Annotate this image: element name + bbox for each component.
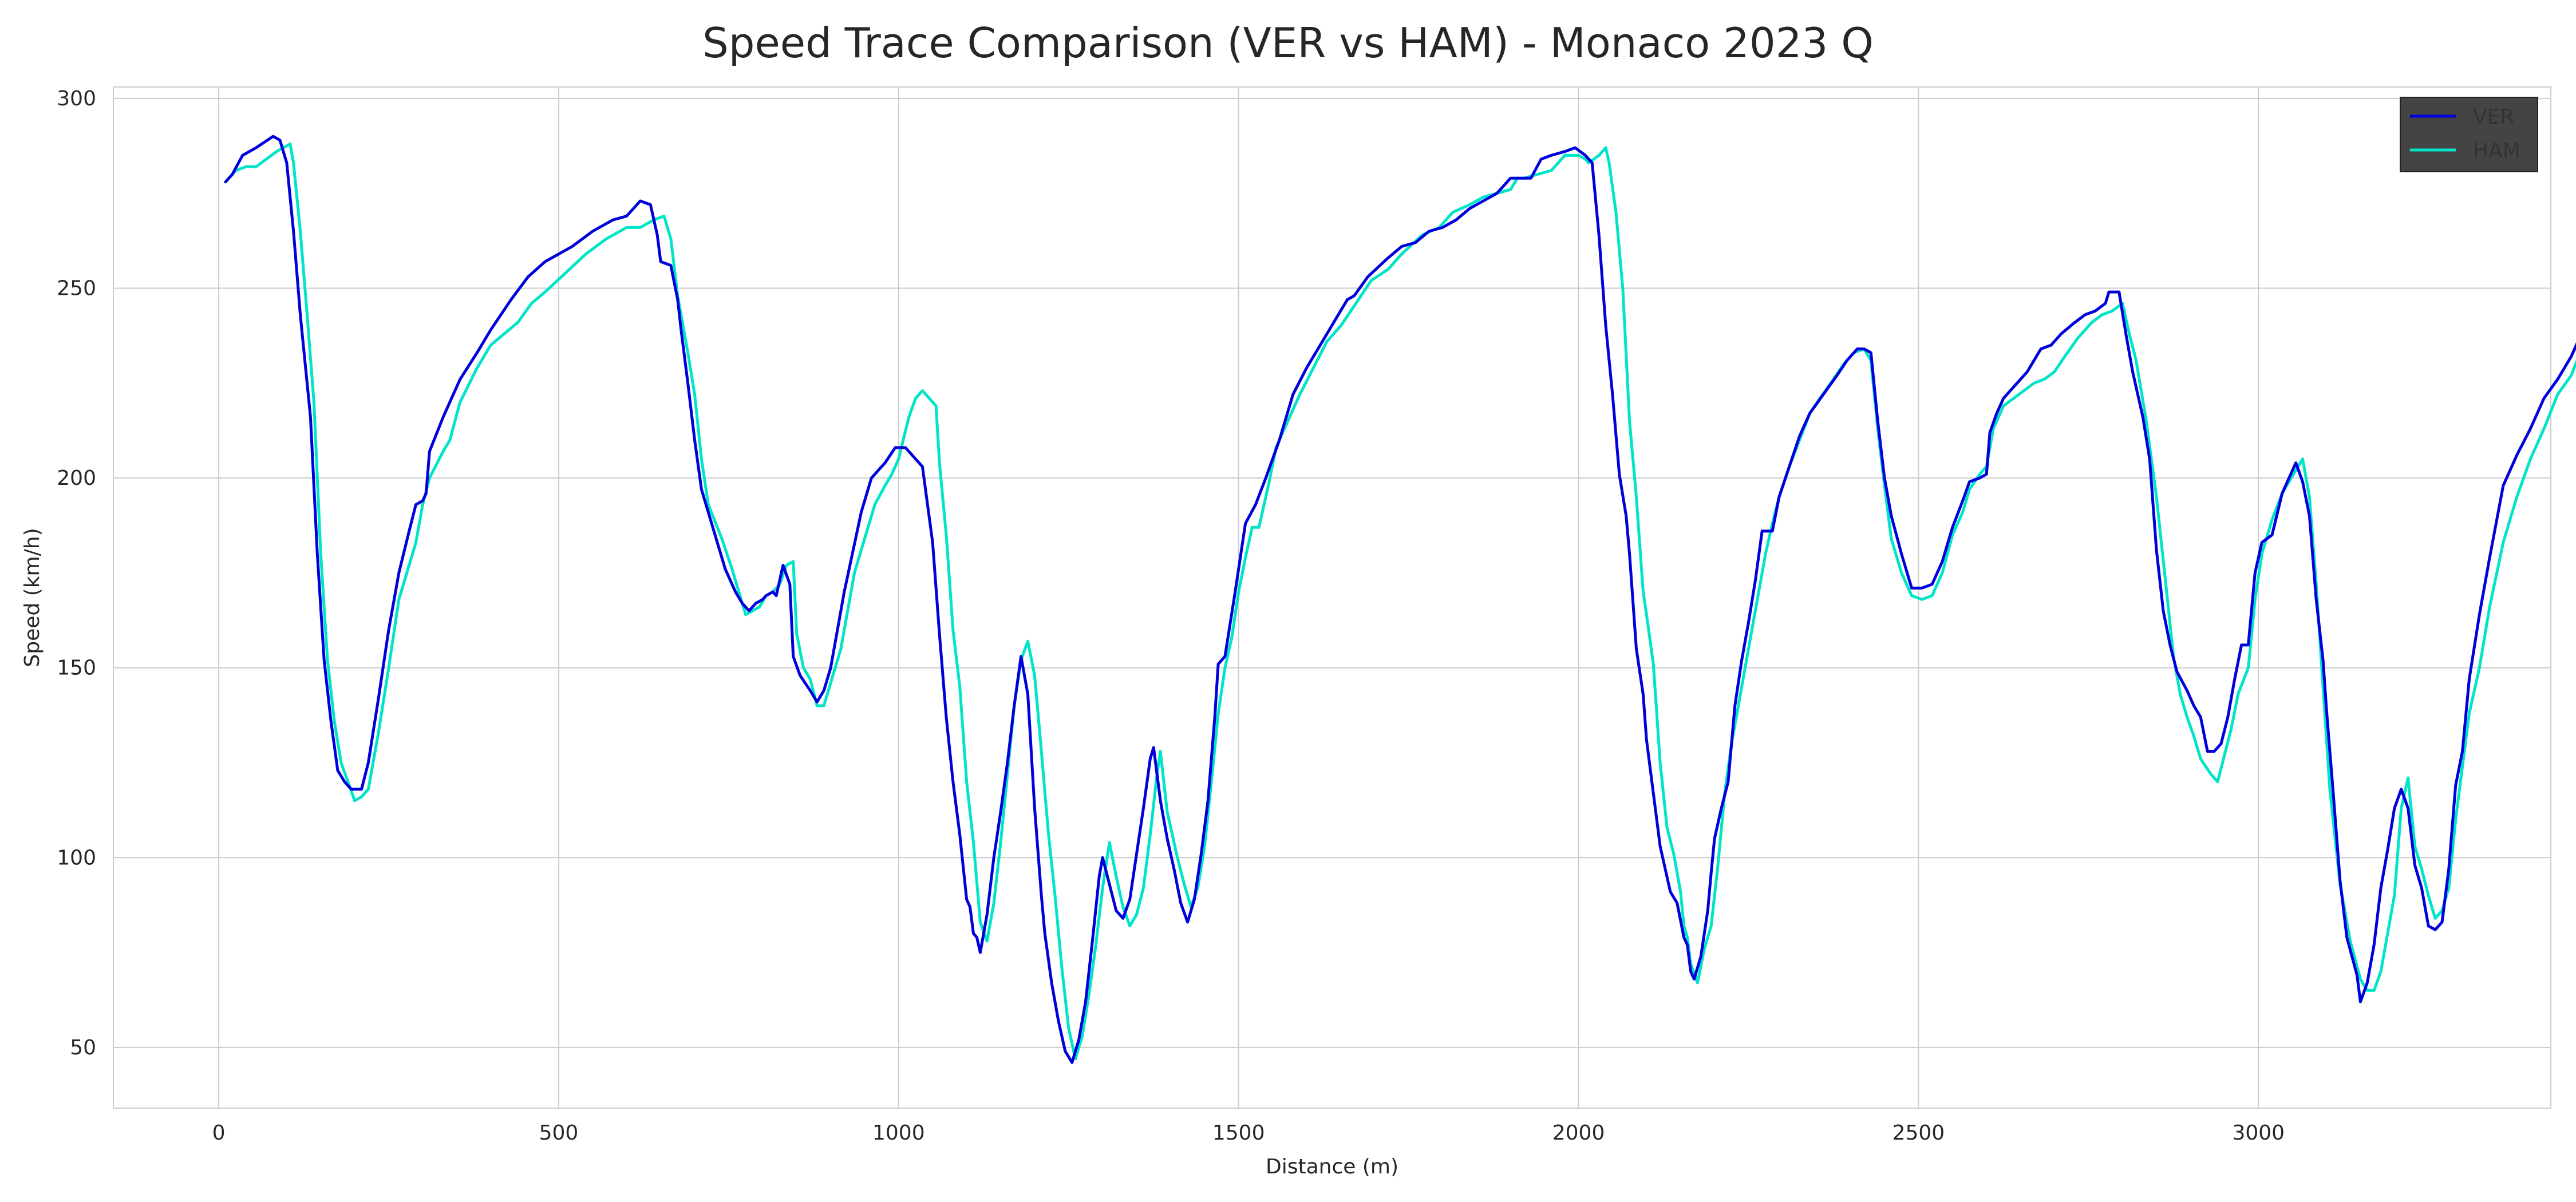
- y-tick-label: 100: [57, 846, 96, 869]
- x-axis-ticks: 0 500 1000 1500 2000 2500 3000: [212, 1121, 2285, 1145]
- y-tick-label: 50: [70, 1036, 96, 1059]
- y-tick-label: 300: [57, 87, 96, 110]
- x-tick-label: 1000: [872, 1121, 925, 1145]
- legend: VER HAM: [2400, 97, 2538, 172]
- x-tick-label: 1500: [1212, 1121, 1265, 1145]
- y-tick-label: 150: [57, 657, 96, 680]
- series-layer: [224, 135, 2576, 1064]
- y-axis-label: Speed (km/h): [21, 528, 44, 667]
- gridlines: [113, 87, 2551, 1108]
- series-line-ham: [224, 143, 2576, 1061]
- x-tick-label: 2500: [1893, 1121, 1945, 1145]
- legend-label-ver: VER: [2473, 105, 2514, 129]
- x-tick-label: 3000: [2232, 1121, 2285, 1145]
- y-tick-label: 250: [57, 276, 96, 300]
- y-tick-label: 200: [57, 466, 96, 490]
- x-axis-label: Distance (m): [1266, 1155, 1398, 1179]
- chart-title: Speed Trace Comparison (VER vs HAM) - Mo…: [702, 19, 1874, 67]
- x-tick-label: 0: [212, 1121, 226, 1145]
- y-axis-ticks: 50 100 150 200 250 300: [57, 87, 96, 1059]
- series-line-ver: [224, 135, 2576, 1064]
- x-tick-label: 2000: [1552, 1121, 1605, 1145]
- legend-box: [2400, 97, 2538, 172]
- plot-area: [113, 86, 2551, 1109]
- x-tick-label: 500: [539, 1121, 579, 1145]
- legend-label-ham: HAM: [2473, 139, 2520, 163]
